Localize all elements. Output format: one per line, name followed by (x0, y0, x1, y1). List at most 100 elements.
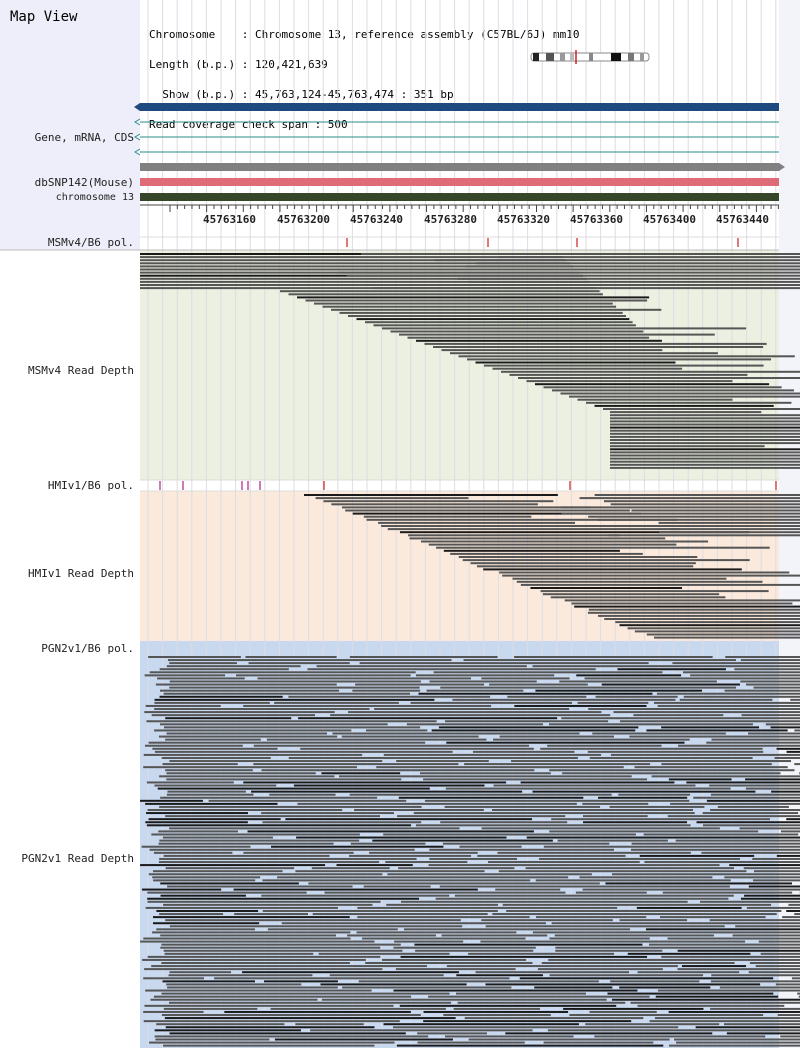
sequence-read (165, 919, 461, 922)
sequence-read (464, 1017, 644, 1020)
length-line: Length (b.p.) : 120,421,639 (149, 58, 328, 71)
sequence-read (588, 608, 800, 611)
sequence-read (571, 602, 793, 605)
sequence-read (560, 506, 800, 509)
sequence-read (753, 686, 800, 689)
sequence-read (443, 549, 620, 552)
sequence-read (619, 919, 688, 922)
sequence-read (554, 934, 714, 937)
sequence-read (342, 986, 512, 989)
sequence-read (717, 805, 789, 808)
sequence-read (233, 888, 478, 891)
sequence-read (627, 627, 800, 630)
sequence-read (610, 451, 800, 454)
sequence-read (452, 698, 676, 701)
sequence-read (646, 729, 788, 732)
sequence-read (426, 689, 524, 692)
sequence-read (315, 497, 469, 500)
sequence-read (794, 729, 800, 732)
sequence-read (381, 525, 618, 527)
sequence-read (396, 1044, 664, 1047)
sequence-read (551, 818, 770, 821)
sequence-read (752, 857, 800, 860)
sequence-read (159, 805, 422, 808)
sequence-read (569, 1014, 764, 1017)
sequence-read (393, 989, 638, 992)
sequence-read (360, 253, 800, 255)
sequence-read (782, 916, 800, 919)
sequence-read (323, 500, 554, 503)
sequence-read (428, 864, 720, 867)
sequence-read (406, 723, 544, 726)
sequence-read (483, 568, 742, 571)
sequence-read (413, 812, 695, 815)
sequence-read (499, 735, 615, 738)
sequence-read (639, 854, 755, 857)
sequence-read (150, 998, 318, 1001)
sequence-read (555, 946, 800, 949)
sequence-read (348, 315, 626, 317)
sequence-read (526, 380, 733, 383)
sequence-read (610, 439, 800, 441)
sequence-read (158, 830, 238, 833)
sequence-read (637, 971, 740, 974)
sequence-read (610, 454, 800, 457)
sequence-read (748, 885, 800, 888)
sequence-read (144, 674, 226, 677)
sequence-read (331, 308, 662, 311)
sequence-read (166, 793, 254, 796)
sequence-read (158, 735, 338, 738)
sequence-read (162, 836, 273, 839)
sequence-read (147, 900, 381, 903)
sequence-read (387, 873, 592, 876)
sequence-read (160, 934, 337, 937)
sequence-read (459, 845, 522, 848)
sequence-read (465, 265, 800, 268)
sequence-read (318, 952, 450, 955)
sequence-read (791, 977, 800, 980)
sequence-read (540, 590, 769, 593)
sequence-read (516, 580, 763, 583)
ruler-tick-label: 45763160 (203, 213, 256, 226)
sequence-read (610, 980, 700, 983)
sequence-read (169, 827, 460, 830)
sequence-read (160, 894, 246, 897)
sequence-read (140, 864, 326, 867)
sequence-read (253, 744, 530, 747)
chromosome-bar (140, 193, 779, 201)
sequence-read (155, 683, 337, 686)
sequence-read (532, 931, 800, 934)
sequence-read (597, 518, 800, 521)
sequence-read (247, 830, 534, 833)
sequence-read (164, 952, 314, 955)
sequence-read (502, 903, 772, 906)
sequence-read (153, 851, 233, 854)
sequence-read (163, 692, 411, 695)
sequence-read (157, 787, 430, 790)
sequence-read (745, 683, 800, 686)
sequence-read (589, 1010, 657, 1013)
sequence-read (475, 971, 630, 974)
sequence-read (786, 750, 800, 753)
sequence-read (161, 1014, 421, 1017)
sequence-read (748, 732, 800, 735)
sequence-read (156, 928, 255, 931)
sequence-read (457, 1001, 626, 1004)
sequence-read (165, 867, 295, 870)
sequence-read (484, 364, 764, 367)
sequence-read (613, 711, 800, 714)
sequence-read (749, 962, 800, 964)
sequence-read (140, 259, 567, 262)
sequence-read (753, 870, 800, 873)
sequence-read (214, 977, 510, 980)
sequence-read (693, 796, 800, 799)
sequence-read (423, 778, 648, 781)
sequence-read (798, 995, 800, 998)
sequence-read (154, 1029, 301, 1032)
transcript-arrow-icon (134, 133, 141, 141)
sequence-read (423, 1020, 632, 1023)
sequence-read (293, 784, 485, 787)
sequence-read (253, 763, 459, 766)
sequence-read (610, 423, 800, 426)
